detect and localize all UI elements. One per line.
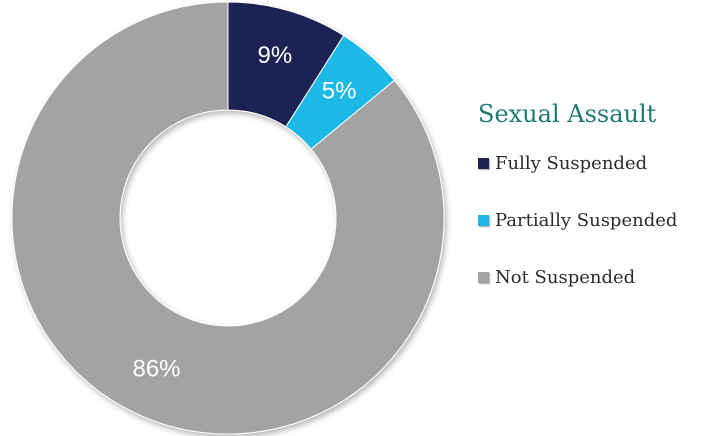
legend-label-not-suspended: Not Suspended: [495, 266, 636, 288]
legend-swatch-not-suspended: [478, 271, 489, 283]
donut-slices: [11, 1, 445, 435]
legend-swatch-partially-suspended: [478, 214, 489, 226]
slice-label-not-suspended: 86%: [132, 355, 180, 382]
legend: Sexual Assault Fully Suspended Partially…: [478, 100, 713, 321]
legend-item-partially-suspended: Partially Suspended: [478, 207, 713, 233]
legend-label-partially-suspended: Partially Suspended: [495, 209, 678, 231]
donut-labels: 9% 5% 86%: [132, 42, 356, 382]
slice-label-fully-suspended: 9%: [258, 42, 293, 69]
legend-swatch-fully-suspended: [478, 157, 489, 169]
legend-item-fully-suspended: Fully Suspended: [478, 150, 713, 176]
slice-label-partially-suspended: 5%: [322, 77, 357, 104]
chart-title: Sexual Assault: [478, 100, 657, 128]
donut-slice-not-suspended: [11, 1, 445, 435]
legend-item-not-suspended: Not Suspended: [478, 264, 713, 290]
legend-label-fully-suspended: Fully Suspended: [495, 152, 648, 174]
donut-chart: 9% 5% 86%: [11, 1, 445, 435]
